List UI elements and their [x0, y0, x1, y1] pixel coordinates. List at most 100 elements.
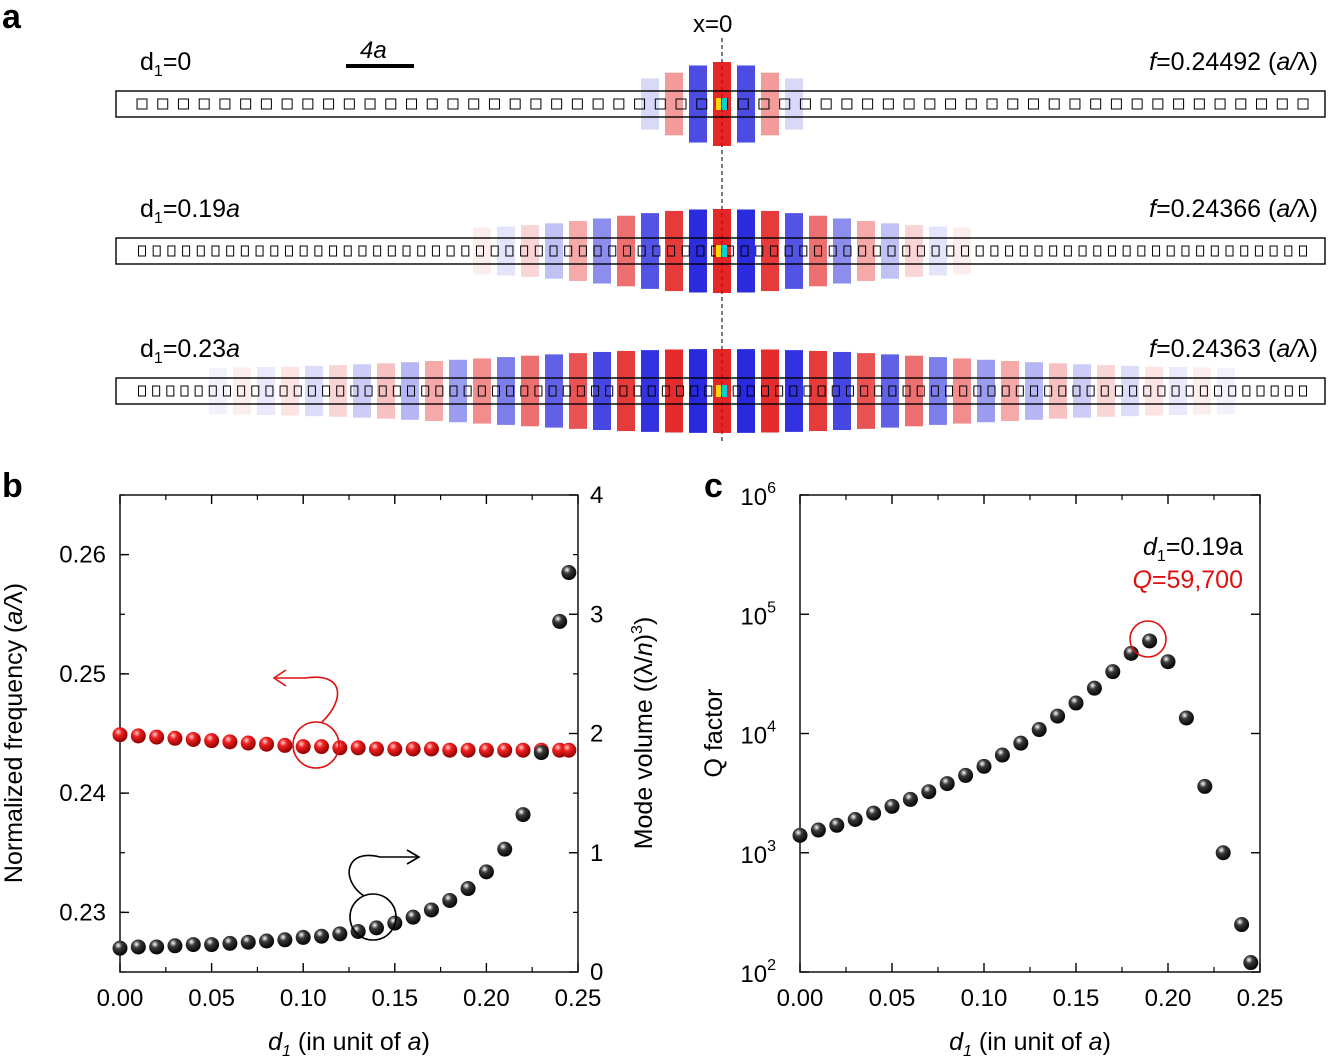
q-factor-point — [884, 798, 900, 814]
frequency-point — [497, 742, 513, 758]
x-axis-label: d1 (in unit of a) — [268, 1028, 430, 1060]
frequency-point — [561, 742, 577, 758]
air-hole — [1122, 245, 1131, 257]
frequency-point — [332, 740, 348, 756]
field-lobe — [737, 65, 755, 143]
air-hole — [578, 245, 587, 257]
air-hole — [779, 98, 791, 110]
air-hole — [882, 98, 894, 110]
y-left-tick-label: 0.23 — [59, 899, 106, 926]
air-hole — [549, 245, 558, 257]
field-core-cool — [722, 98, 727, 110]
air-hole — [784, 245, 793, 257]
annotation-q: Q=59,700 — [1132, 566, 1243, 594]
mode-volume-point — [222, 935, 238, 951]
air-hole — [775, 385, 784, 397]
field-lobe — [689, 65, 707, 143]
q-factor-series — [792, 633, 1259, 971]
frequency-point — [442, 742, 458, 758]
air-hole — [350, 385, 359, 397]
air-hole — [613, 98, 625, 110]
mode-volume-point — [259, 933, 275, 949]
air-hole — [1196, 245, 1205, 257]
frequency-label: f=0.24363 (a/λ) — [1149, 335, 1318, 363]
air-hole — [637, 245, 646, 257]
air-hole — [293, 385, 302, 397]
air-hole — [622, 245, 631, 257]
air-hole — [392, 385, 401, 397]
x-tick-label: 0.10 — [961, 985, 1008, 1012]
air-hole — [760, 385, 769, 397]
air-hole — [152, 245, 161, 257]
air-hole — [431, 245, 440, 257]
field-lobe — [281, 366, 299, 416]
air-hole — [1007, 98, 1019, 110]
air-hole — [1086, 385, 1095, 397]
field-core-cool — [722, 385, 727, 397]
mode-volume-point — [478, 864, 494, 880]
air-hole — [1185, 385, 1194, 397]
x-tick-label: 0.10 — [280, 985, 327, 1012]
field-lobe — [953, 227, 971, 275]
field-lobe — [1073, 364, 1091, 418]
q-factor-point — [1178, 710, 1194, 726]
air-hole — [1152, 98, 1164, 110]
air-hole — [887, 245, 896, 257]
mode-volume-point — [240, 934, 256, 950]
air-hole — [1225, 245, 1234, 257]
y-axis-label: Q factor — [700, 689, 728, 778]
field-lobe — [1169, 367, 1187, 415]
q-factor-point — [829, 817, 845, 833]
field-lobe — [737, 349, 755, 433]
air-hole — [930, 385, 939, 397]
field-lobe — [665, 72, 683, 136]
air-hole — [299, 245, 308, 257]
air-hole — [387, 245, 396, 257]
field-lobe — [665, 349, 683, 433]
field-lobe — [905, 355, 923, 427]
y-left-tick-label: 0.24 — [59, 780, 106, 807]
q-factor-point — [1105, 664, 1121, 680]
air-hole — [477, 385, 486, 397]
frequency-point — [277, 737, 293, 753]
air-hole — [468, 98, 480, 110]
air-hole — [1152, 245, 1161, 257]
mode-volume-point — [295, 929, 311, 945]
field-lobe — [521, 355, 539, 427]
air-hole — [167, 245, 176, 257]
q-factor-point — [1215, 845, 1231, 861]
air-hole — [1069, 98, 1081, 110]
field-lobe — [689, 209, 707, 293]
x-tick-label: 0.20 — [1145, 985, 1192, 1012]
y-tick-label: 104 — [740, 719, 776, 750]
row-d019: d1=0.19a f=0.24366 (a/λ) — [115, 195, 1326, 293]
mode-volume-point — [112, 940, 128, 956]
field-lobe — [545, 354, 563, 428]
field-lobe — [473, 358, 491, 424]
air-hole — [740, 245, 749, 257]
peak-q-circle — [1129, 620, 1167, 658]
air-hole — [1284, 245, 1293, 257]
air-hole — [758, 98, 770, 110]
x-tick-label: 0.20 — [463, 985, 510, 1012]
scale-bar-label: 4a — [360, 37, 387, 64]
q-factor-point — [976, 758, 992, 774]
field-lobe — [1025, 362, 1043, 420]
q-factor-point — [958, 767, 974, 783]
y-right-tick-label: 3 — [590, 601, 603, 628]
air-hole — [237, 385, 246, 397]
air-hole — [647, 385, 656, 397]
panel-b-label: b — [2, 467, 23, 505]
air-hole — [924, 98, 936, 110]
air-hole — [1090, 98, 1102, 110]
mode-volume-point — [332, 926, 348, 942]
air-hole — [1015, 385, 1024, 397]
air-hole — [902, 385, 911, 397]
air-hole — [945, 385, 954, 397]
air-hole — [888, 385, 897, 397]
air-hole — [1166, 245, 1175, 257]
mode-volume-point — [277, 932, 293, 948]
x-axis-label: d1 (in unit of a) — [949, 1028, 1111, 1060]
air-hole — [860, 385, 869, 397]
